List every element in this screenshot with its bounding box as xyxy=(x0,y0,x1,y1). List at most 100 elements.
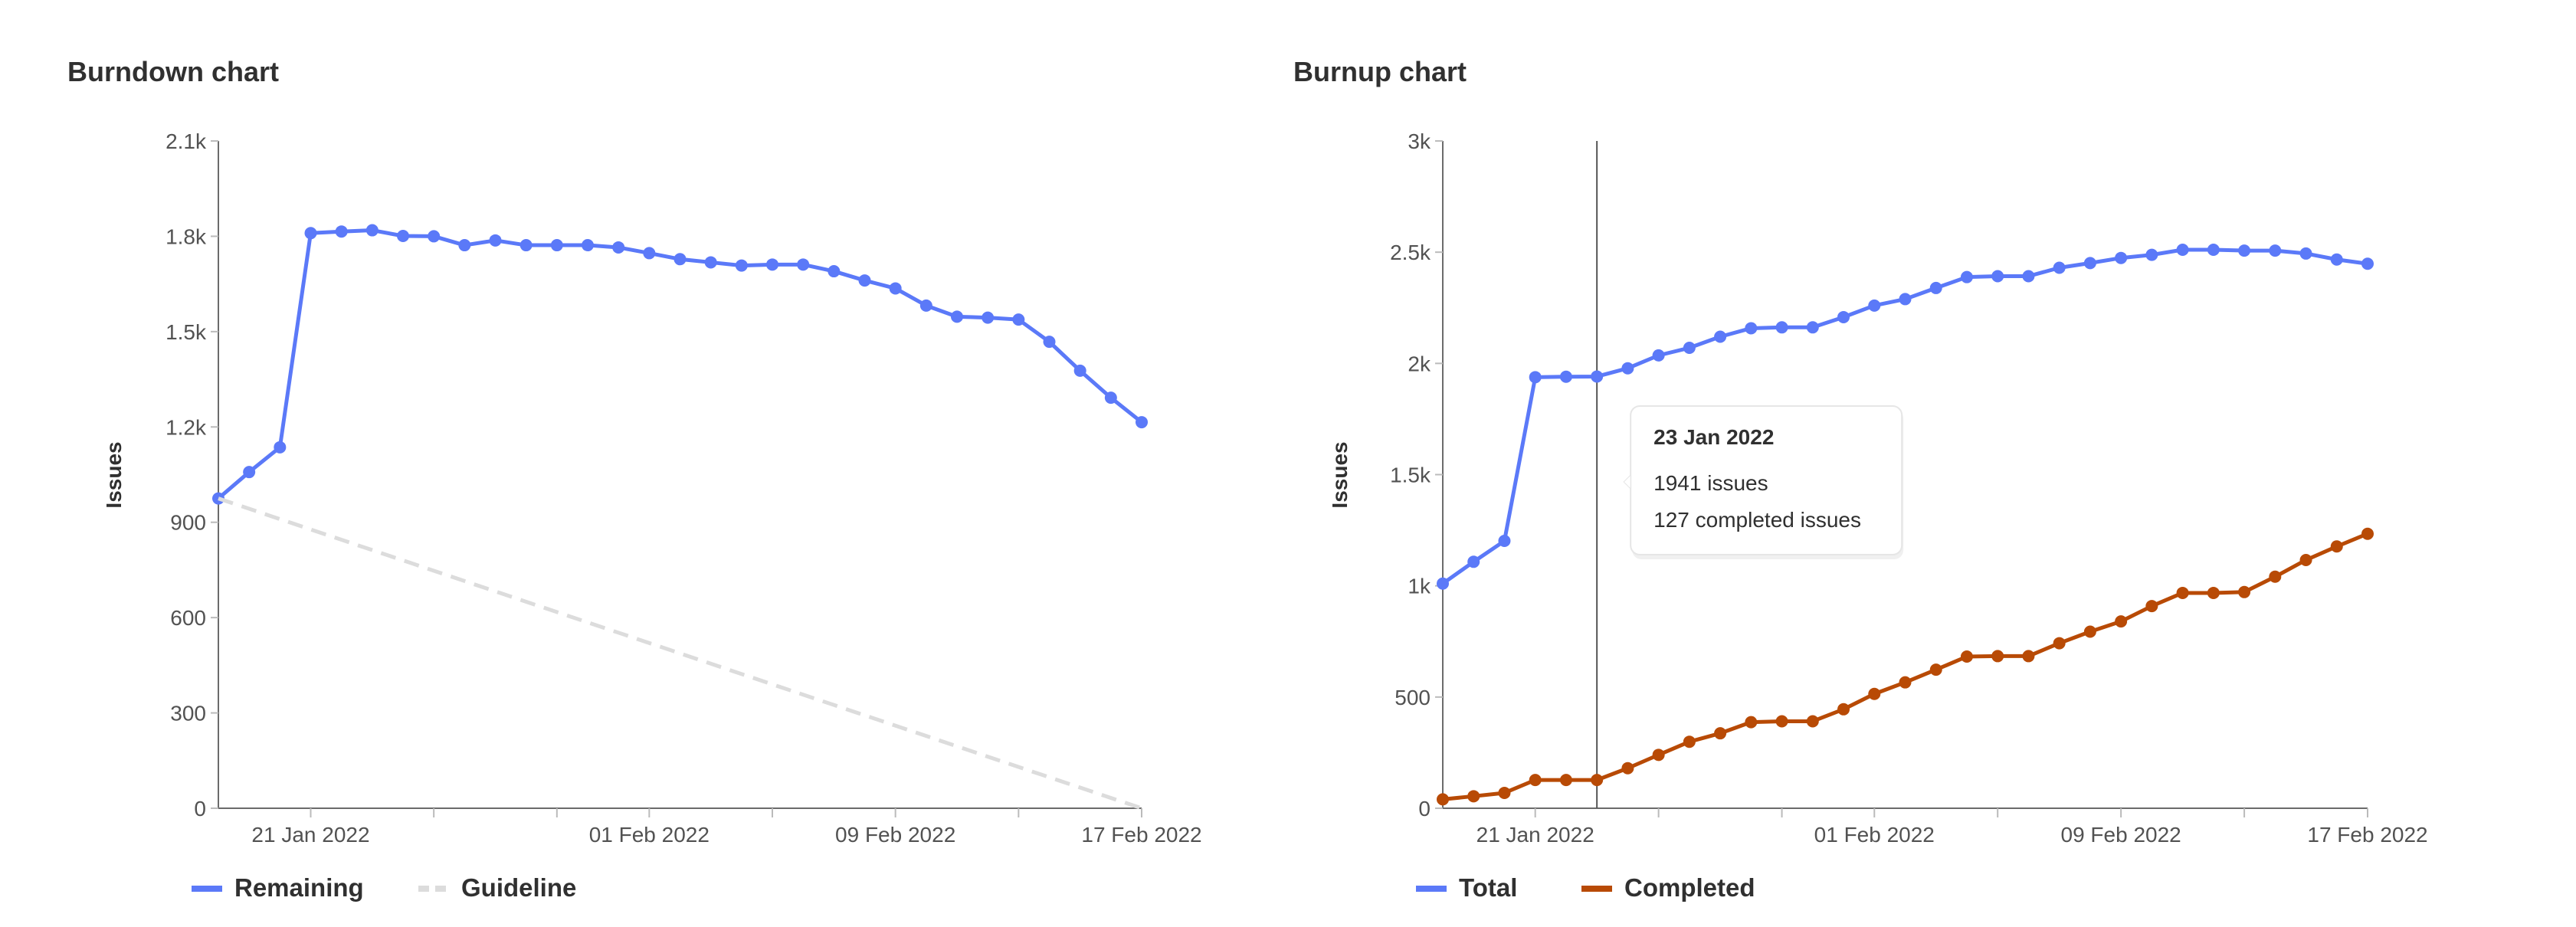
data-point-remaining xyxy=(735,259,748,272)
data-point-total xyxy=(1837,310,1850,323)
data-point-completed xyxy=(1868,687,1881,700)
data-point-completed xyxy=(2269,570,2282,583)
data-point-completed xyxy=(1437,793,1449,806)
data-point-remaining xyxy=(1012,313,1025,326)
data-point-remaining xyxy=(673,253,687,266)
data-point-completed xyxy=(1806,715,1819,728)
data-point-total xyxy=(2145,248,2158,261)
data-point-completed xyxy=(2145,600,2158,613)
data-point-completed xyxy=(2330,540,2343,553)
data-point-remaining xyxy=(274,441,287,454)
legend-label-guideline: Guideline xyxy=(461,873,576,902)
data-point-remaining xyxy=(304,227,317,240)
data-point-completed xyxy=(2115,615,2128,628)
data-point-total xyxy=(2022,270,2035,283)
data-point-remaining xyxy=(982,311,995,324)
data-point-remaining xyxy=(582,239,594,252)
data-point-remaining xyxy=(704,256,717,269)
data-point-completed xyxy=(1591,774,1604,787)
data-point-completed xyxy=(2083,625,2096,638)
data-point-remaining xyxy=(519,239,533,252)
data-point-remaining xyxy=(1043,336,1056,349)
data-point-remaining xyxy=(797,258,810,271)
data-point-completed xyxy=(1467,790,1480,803)
data-point-total xyxy=(2330,253,2343,266)
series-line-remaining xyxy=(217,228,1143,500)
data-point-total xyxy=(1529,371,1542,384)
data-point-total xyxy=(1683,342,1696,355)
y-tick-label: 2k xyxy=(1408,352,1431,375)
data-point-completed xyxy=(1714,727,1727,740)
y-tick-label: 600 xyxy=(170,606,206,630)
y-tick-label: 1.8k xyxy=(166,224,207,248)
data-point-total xyxy=(2083,257,2096,270)
data-point-completed xyxy=(1899,676,1912,689)
data-point-completed xyxy=(1745,716,1758,729)
chart-title: Burndown chart xyxy=(67,56,279,87)
y-tick-label: 0 xyxy=(1418,797,1431,821)
tooltip-title: 23 Jan 2022 xyxy=(1653,425,1774,449)
x-tick-label: 21 Jan 2022 xyxy=(251,823,369,847)
data-point-total xyxy=(1745,322,1758,335)
legend-label-total: Total xyxy=(1459,873,1517,902)
y-tick-label: 500 xyxy=(1395,686,1431,709)
legend-label-completed: Completed xyxy=(1624,873,1755,902)
y-tick-label: 3k xyxy=(1408,129,1431,153)
x-tick-label: 21 Jan 2022 xyxy=(1476,823,1594,847)
data-point-total xyxy=(1714,330,1727,343)
data-point-total xyxy=(2115,251,2128,264)
data-point-remaining xyxy=(550,239,563,252)
data-point-total xyxy=(2361,257,2374,270)
data-point-remaining xyxy=(365,224,379,237)
data-point-remaining xyxy=(397,230,409,243)
data-point-total xyxy=(1929,281,1942,294)
data-point-completed xyxy=(2176,586,2189,599)
burndown-chart: Burndown chart Issues 0 300 600 900 1.2k 1.5k… xyxy=(67,56,1202,902)
data-point-remaining xyxy=(612,241,625,254)
y-tick-label: 2.1k xyxy=(166,129,207,153)
data-point-total xyxy=(2176,243,2189,256)
tooltip-line: 127 completed issues xyxy=(1653,508,1861,532)
data-point-completed xyxy=(1621,762,1634,775)
data-point-remaining xyxy=(889,282,902,295)
data-point-completed xyxy=(2053,637,2066,650)
data-point-remaining xyxy=(458,239,471,252)
series-line-completed xyxy=(1442,532,2368,801)
data-point-remaining xyxy=(766,258,778,271)
data-point-remaining xyxy=(243,466,256,479)
data-point-total xyxy=(1899,293,1912,306)
data-point-completed xyxy=(1960,650,1973,663)
data-point-remaining xyxy=(489,234,502,247)
data-point-remaining xyxy=(335,225,348,238)
data-point-total xyxy=(1960,270,1973,283)
x-tick-label: 01 Feb 2022 xyxy=(589,823,710,847)
tooltip-line: 1941 issues xyxy=(1653,471,1768,495)
y-tick-label: 1k xyxy=(1408,575,1431,598)
data-point-completed xyxy=(1529,774,1542,787)
y-tick-label: 1.5k xyxy=(166,320,207,344)
y-tick-label: 300 xyxy=(170,702,206,726)
data-point-completed xyxy=(1775,715,1788,728)
y-tick-label: 900 xyxy=(170,511,206,535)
data-point-completed xyxy=(1991,650,2004,663)
data-point-completed xyxy=(1929,663,1942,676)
data-point-total xyxy=(1621,362,1634,375)
data-point-total xyxy=(2053,261,2066,274)
data-point-total xyxy=(1467,555,1480,568)
data-point-total xyxy=(1806,321,1819,334)
data-point-total xyxy=(1559,370,1572,383)
legend-label-remaining: Remaining xyxy=(234,873,364,902)
data-point-completed xyxy=(1652,748,1665,762)
burnup-chart: Burnup chart Issues 0 500 1k 1.5k 2k 2.5k 3k 21… xyxy=(1293,56,2428,902)
y-axis-label: Issues xyxy=(102,441,126,508)
data-point-total xyxy=(2299,247,2312,260)
y-tick-label: 1.2k xyxy=(166,415,207,439)
data-point-completed xyxy=(2299,553,2312,566)
data-point-remaining xyxy=(828,265,841,278)
data-point-remaining xyxy=(428,230,441,243)
data-point-remaining xyxy=(1073,364,1086,377)
data-point-remaining xyxy=(1136,416,1148,429)
data-point-completed xyxy=(1498,786,1511,799)
data-point-total xyxy=(1868,299,1881,312)
data-point-total xyxy=(1775,321,1788,334)
